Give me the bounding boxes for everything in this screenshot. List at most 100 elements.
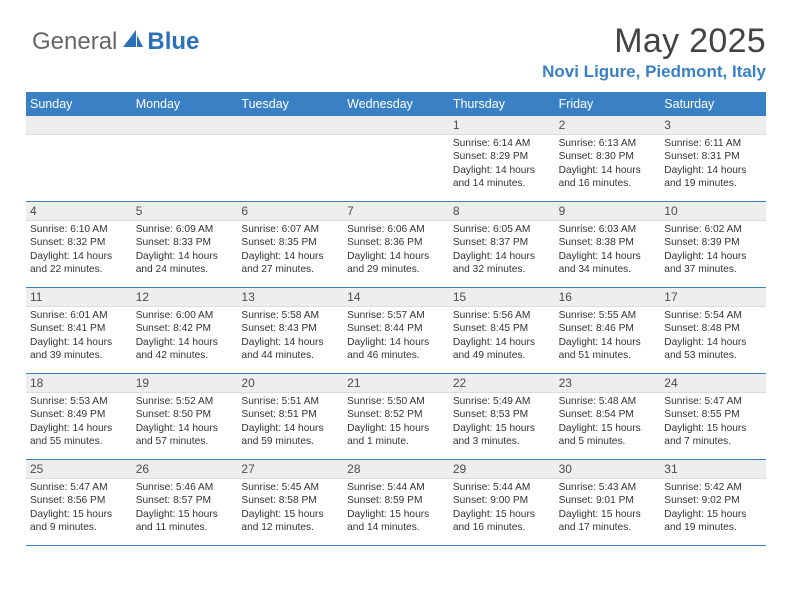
day-info-line: Sunrise: 6:14 AM xyxy=(453,137,551,150)
day-cell: Sunrise: 5:47 AMSunset: 8:56 PMDaylight:… xyxy=(26,479,132,543)
sail-icon xyxy=(122,29,144,49)
day-header-row: SundayMondayTuesdayWednesdayThursdayFrid… xyxy=(26,92,766,116)
day-info-line: Sunrise: 5:45 AM xyxy=(241,481,339,494)
day-info-line: Sunrise: 5:44 AM xyxy=(453,481,551,494)
day-info-line: Sunrise: 6:10 AM xyxy=(30,223,128,236)
date-cell: 27 xyxy=(237,460,343,478)
day-cell: Sunrise: 6:05 AMSunset: 8:37 PMDaylight:… xyxy=(449,221,555,285)
day-info-line: Sunset: 8:45 PM xyxy=(453,322,551,335)
day-cell xyxy=(132,135,238,199)
day-info-line: Sunrise: 6:06 AM xyxy=(347,223,445,236)
date-cell: 17 xyxy=(660,288,766,306)
day-info-line: Sunrise: 6:02 AM xyxy=(664,223,762,236)
day-info-line: Daylight: 14 hours and 19 minutes. xyxy=(664,164,762,191)
day-cell: Sunrise: 5:45 AMSunset: 8:58 PMDaylight:… xyxy=(237,479,343,543)
date-cell: 25 xyxy=(26,460,132,478)
day-info-line: Daylight: 14 hours and 27 minutes. xyxy=(241,250,339,277)
day-cell: Sunrise: 6:03 AMSunset: 8:38 PMDaylight:… xyxy=(555,221,661,285)
date-cell: 7 xyxy=(343,202,449,220)
day-info-line: Sunset: 8:39 PM xyxy=(664,236,762,249)
day-cell: Sunrise: 5:50 AMSunset: 8:52 PMDaylight:… xyxy=(343,393,449,457)
day-info-line: Sunset: 8:49 PM xyxy=(30,408,128,421)
day-cell: Sunrise: 5:44 AMSunset: 9:00 PMDaylight:… xyxy=(449,479,555,543)
day-info-line: Sunset: 8:46 PM xyxy=(559,322,657,335)
day-info-line: Sunrise: 5:50 AM xyxy=(347,395,445,408)
week-content: Sunrise: 6:10 AMSunset: 8:32 PM Daylight:… xyxy=(26,221,766,285)
date-cell: 6 xyxy=(237,202,343,220)
day-info-line: Daylight: 14 hours and 16 minutes. xyxy=(559,164,657,191)
day-info-line: Sunset: 8:50 PM xyxy=(136,408,234,421)
day-info-line: Daylight: 14 hours and 51 minutes. xyxy=(559,336,657,363)
day-info-line: Sunrise: 6:09 AM xyxy=(136,223,234,236)
date-cell: 23 xyxy=(555,374,661,392)
day-info-line: Sunset: 8:29 PM xyxy=(453,150,551,163)
date-cell: 30 xyxy=(555,460,661,478)
day-info-line: Daylight: 15 hours and 1 minute. xyxy=(347,422,445,449)
day-header-cell: Monday xyxy=(132,92,238,116)
day-cell: Sunrise: 5:53 AMSunset: 8:49 PMDaylight:… xyxy=(26,393,132,457)
day-header-cell: Tuesday xyxy=(237,92,343,116)
logo-text-blue: Blue xyxy=(147,28,199,56)
day-info-line: Sunrise: 5:49 AM xyxy=(453,395,551,408)
day-cell: Sunrise: 5:43 AMSunset: 9:01 PMDaylight:… xyxy=(555,479,661,543)
week-datebar: 45678910 xyxy=(26,202,766,221)
calendar: SundayMondayTuesdayWednesdayThursdayFrid… xyxy=(26,92,766,546)
day-info-line: Daylight: 15 hours and 19 minutes. xyxy=(664,508,762,535)
date-cell: 16 xyxy=(555,288,661,306)
day-info-line: Sunset: 9:01 PM xyxy=(559,494,657,507)
day-info-line: Daylight: 14 hours and 46 minutes. xyxy=(347,336,445,363)
day-info-line: Sunset: 8:33 PM xyxy=(136,236,234,249)
week-datebar: 11121314151617 xyxy=(26,288,766,307)
location: Novi Ligure, Piedmont, Italy xyxy=(542,62,766,82)
date-cell: 26 xyxy=(132,460,238,478)
week-content: Sunrise: 5:53 AMSunset: 8:49 PMDaylight:… xyxy=(26,393,766,457)
day-cell: Sunrise: 6:13 AMSunset: 8:30 PMDaylight:… xyxy=(555,135,661,199)
day-info-line: Sunset: 9:00 PM xyxy=(453,494,551,507)
logo: General Blue xyxy=(32,28,199,56)
day-info-line: Daylight: 14 hours and 42 minutes. xyxy=(136,336,234,363)
day-info-line: Sunrise: 6:01 AM xyxy=(30,309,128,322)
day-info-line: Sunset: 8:58 PM xyxy=(241,494,339,507)
day-info-line: Sunset: 8:42 PM xyxy=(136,322,234,335)
date-cell: 13 xyxy=(237,288,343,306)
day-info-line: Sunrise: 5:53 AM xyxy=(30,395,128,408)
day-info-line: Sunrise: 5:46 AM xyxy=(136,481,234,494)
day-info-line: Sunrise: 5:55 AM xyxy=(559,309,657,322)
day-info-line: Daylight: 14 hours and 55 minutes. xyxy=(30,422,128,449)
day-cell: Sunrise: 5:49 AMSunset: 8:53 PMDaylight:… xyxy=(449,393,555,457)
day-cell: Sunrise: 6:02 AMSunset: 8:39 PMDaylight:… xyxy=(660,221,766,285)
date-cell: 3 xyxy=(660,116,766,134)
week-datebar: 25262728293031 xyxy=(26,460,766,479)
day-cell: Sunrise: 5:44 AMSunset: 8:59 PMDaylight:… xyxy=(343,479,449,543)
date-cell: 9 xyxy=(555,202,661,220)
date-cell: 21 xyxy=(343,374,449,392)
day-info-line: Daylight: 15 hours and 9 minutes. xyxy=(30,508,128,535)
day-info-line: Daylight: 15 hours and 7 minutes. xyxy=(664,422,762,449)
day-cell: Sunrise: 5:55 AMSunset: 8:46 PMDaylight:… xyxy=(555,307,661,371)
date-cell: 12 xyxy=(132,288,238,306)
day-cell xyxy=(26,135,132,199)
week-datebar: 18192021222324 xyxy=(26,374,766,393)
date-cell xyxy=(26,116,132,134)
date-cell xyxy=(343,116,449,134)
date-cell: 24 xyxy=(660,374,766,392)
day-info-line: Sunset: 8:41 PM xyxy=(30,322,128,335)
week-separator xyxy=(26,545,766,546)
day-info-line: Sunset: 8:54 PM xyxy=(559,408,657,421)
day-cell xyxy=(237,135,343,199)
day-cell: Sunrise: 6:01 AMSunset: 8:41 PMDaylight:… xyxy=(26,307,132,371)
day-info-line: Daylight: 14 hours and 37 minutes. xyxy=(664,250,762,277)
day-info-line: Sunset: 8:57 PM xyxy=(136,494,234,507)
day-info-line: Sunrise: 5:56 AM xyxy=(453,309,551,322)
date-cell: 20 xyxy=(237,374,343,392)
date-cell: 28 xyxy=(343,460,449,478)
day-info-line: Daylight: 14 hours and 59 minutes. xyxy=(241,422,339,449)
day-header-cell: Wednesday xyxy=(343,92,449,116)
week-content: Sunrise: 6:01 AMSunset: 8:41 PM Daylight:… xyxy=(26,307,766,371)
day-info-line: Sunset: 8:56 PM xyxy=(30,494,128,507)
header: General Blue May 2025 Novi Ligure, Piedm… xyxy=(26,22,766,82)
day-info-line: Daylight: 15 hours and 14 minutes. xyxy=(347,508,445,535)
day-info-line: Sunset: 8:32 PM xyxy=(30,236,128,249)
day-cell: Sunrise: 5:57 AMSunset: 8:44 PMDaylight:… xyxy=(343,307,449,371)
day-header-cell: Saturday xyxy=(660,92,766,116)
